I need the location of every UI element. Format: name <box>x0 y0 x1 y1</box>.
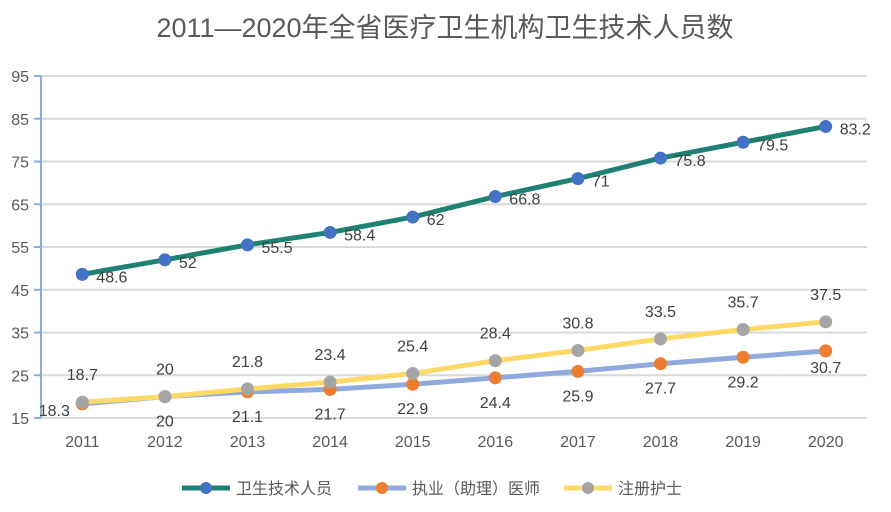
y-tick-label: 15 <box>11 411 29 428</box>
data-point <box>158 253 172 267</box>
x-tick-label: 2011 <box>65 434 100 451</box>
data-label: 52 <box>179 255 197 272</box>
data-point <box>323 375 337 389</box>
data-label: 58.4 <box>344 227 375 244</box>
y-tick-label: 95 <box>11 69 29 86</box>
data-label: 22.9 <box>397 401 428 418</box>
data-point <box>736 350 750 364</box>
data-point <box>488 371 502 385</box>
data-point <box>488 354 502 368</box>
data-point <box>406 367 420 381</box>
data-point <box>158 390 172 404</box>
data-label: 33.5 <box>645 304 676 321</box>
series-line <box>79 319 829 405</box>
legend-marker <box>582 482 594 494</box>
data-label: 71 <box>592 174 610 191</box>
x-tick-label: 2018 <box>643 434 679 451</box>
x-axis: 2011 2012 2013 2014 2015 2016 2017 2018 2019 2020 <box>65 434 844 451</box>
legend-label: 卫生技术人员 <box>236 480 332 498</box>
data-point <box>241 382 254 396</box>
x-tick-label: 2012 <box>147 434 183 451</box>
data-label: 24.4 <box>480 395 511 412</box>
data-label: 37.5 <box>810 287 841 304</box>
y-tick-label: 65 <box>11 197 29 214</box>
data-label: 21.1 <box>232 409 263 426</box>
data-point <box>323 225 337 239</box>
data-point <box>654 332 667 346</box>
data-point <box>819 119 833 133</box>
x-tick-label: 2016 <box>478 434 514 451</box>
legend-marker <box>376 482 388 494</box>
data-point <box>571 172 585 186</box>
x-tick-label: 2014 <box>312 434 348 451</box>
data-label: 55.5 <box>262 240 293 257</box>
x-tick-label: 2013 <box>230 434 266 451</box>
data-point <box>75 267 89 281</box>
legend-marker <box>200 482 212 494</box>
series-group <box>75 119 833 411</box>
data-point <box>654 151 667 165</box>
data-label: 20 <box>156 414 174 431</box>
y-tick-label: 45 <box>11 283 29 300</box>
y-tick-label: 35 <box>11 326 29 343</box>
data-label: 21.7 <box>315 406 346 423</box>
legend-label: 执业（助理）医师 <box>412 480 540 498</box>
data-label: 27.7 <box>645 381 676 398</box>
data-point <box>406 377 420 391</box>
data-label: 18.7 <box>67 367 98 384</box>
x-tick-label: 2020 <box>808 434 844 451</box>
legend: 卫生技术人员 执业（助理）医师 注册护士 <box>182 480 682 498</box>
data-label: 28.4 <box>480 326 511 343</box>
data-label: 30.8 <box>562 315 593 332</box>
data-point <box>571 364 585 378</box>
x-tick-label: 2019 <box>725 434 761 451</box>
chart-title: 2011—2020年全省医疗卫生机构卫生技术人员数 <box>156 13 733 43</box>
y-tick-label: 55 <box>11 240 29 257</box>
data-label: 48.6 <box>96 269 127 286</box>
x-tick-label: 2015 <box>395 434 431 451</box>
data-label: 35.7 <box>728 295 759 312</box>
series-line <box>79 123 829 277</box>
data-point <box>736 323 750 337</box>
y-tick-label: 25 <box>11 368 29 385</box>
data-label: 21.8 <box>232 354 263 371</box>
data-point <box>406 210 420 224</box>
data-label: 23.4 <box>315 347 346 364</box>
data-label: 20 <box>156 362 174 379</box>
data-point <box>654 357 667 371</box>
y-tick-label: 85 <box>11 112 29 129</box>
y-axis: 15 25 35 45 55 65 75 85 95 <box>11 69 42 428</box>
data-label: 75.8 <box>675 153 706 170</box>
data-point <box>736 135 750 149</box>
data-label: 66.8 <box>509 192 540 209</box>
data-label: 79.5 <box>757 137 788 154</box>
data-point <box>571 343 585 357</box>
data-label: 29.2 <box>728 374 759 391</box>
data-label: 83.2 <box>840 121 871 138</box>
y-tick-label: 75 <box>11 155 29 172</box>
data-point <box>819 344 833 358</box>
data-point <box>75 395 89 409</box>
data-label: 62 <box>427 212 445 229</box>
data-label: 25.4 <box>397 339 428 356</box>
legend-label: 注册护士 <box>618 480 682 498</box>
data-point <box>241 238 254 252</box>
data-label: 25.9 <box>562 388 593 405</box>
data-label: 30.7 <box>810 360 841 377</box>
data-label: 18.3 <box>39 403 70 420</box>
x-tick-label: 2017 <box>560 434 596 451</box>
data-point <box>488 190 502 204</box>
data-point <box>819 315 833 329</box>
data-labels: 48.6 52 55.5 58.4 62 66.8 71 75.8 79.5 83.2 18.3 20… <box>39 121 871 430</box>
